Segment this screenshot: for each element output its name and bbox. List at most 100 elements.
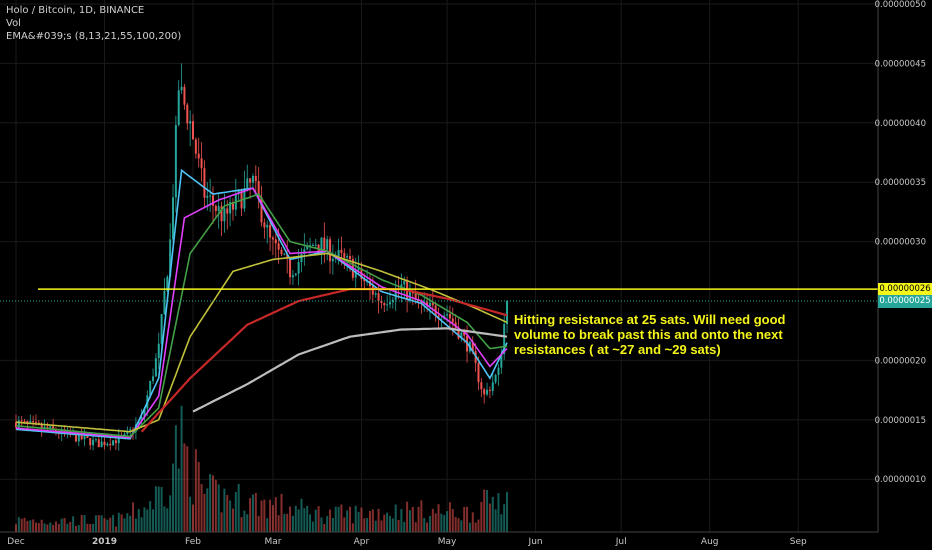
- candle-body: [40, 424, 43, 430]
- volume-bar: [388, 516, 391, 532]
- price-tick-label: 0.00000015: [875, 416, 926, 426]
- candle-body: [137, 421, 140, 425]
- volume-bar: [134, 518, 137, 532]
- volume-bar: [269, 499, 272, 532]
- candle-body: [497, 367, 500, 375]
- volume-bar: [477, 519, 480, 532]
- volume-bar: [374, 520, 377, 532]
- volume-bar: [286, 513, 289, 532]
- time-tick-label: Sep: [790, 537, 807, 547]
- volume-bar: [34, 522, 37, 532]
- volume-bar: [126, 513, 129, 532]
- candle-body: [223, 208, 226, 222]
- candle-body: [74, 433, 77, 442]
- candle-body: [323, 237, 326, 250]
- candle-body: [157, 343, 160, 359]
- candle-body: [251, 175, 254, 183]
- volume-bar: [306, 505, 309, 532]
- candle-body: [249, 178, 252, 183]
- candle-body: [266, 224, 269, 228]
- volume-bar: [94, 515, 97, 532]
- volume-bar: [177, 468, 180, 532]
- volume-bar: [214, 479, 217, 532]
- volume-bar: [497, 493, 500, 532]
- candle-body: [26, 420, 29, 423]
- candle-body: [446, 314, 449, 316]
- candle-body: [340, 249, 343, 253]
- volume-bar: [488, 503, 491, 532]
- candle-body: [103, 441, 106, 446]
- time-tick-label: Aug: [701, 537, 719, 547]
- candle-body: [114, 440, 117, 444]
- volume-bar: [249, 498, 252, 532]
- volume-bar: [349, 506, 352, 532]
- candle-body: [428, 302, 431, 307]
- candle-body: [206, 195, 209, 198]
- ema-legend[interactable]: EMA&#039;s (8,13,21,55,100,200): [6, 31, 182, 42]
- time-tick-label: Apr: [354, 537, 370, 547]
- symbol-title[interactable]: Holo / Bitcoin, 1D, BINANCE: [6, 5, 145, 16]
- candle-body: [331, 258, 334, 262]
- candle-body: [214, 205, 217, 212]
- time-axis[interactable]: Dec 2019 Feb Mar Apr May Jun Jul Aug Sep: [7, 537, 807, 547]
- volume-bar: [69, 521, 72, 532]
- volume-bar: [280, 493, 283, 532]
- candle-body: [186, 104, 189, 124]
- ema-13-line: [15, 187, 508, 439]
- volume-bar: [160, 486, 163, 532]
- candle-body: [92, 439, 95, 446]
- volume-bar: [257, 515, 260, 532]
- candle-body: [386, 304, 389, 306]
- price-axis[interactable]: 0.00000050 0.00000045 0.00000040 0.00000035…: [875, 0, 926, 485]
- candle-body: [52, 426, 55, 430]
- volume-bars: [15, 405, 509, 532]
- volume-bar: [440, 513, 443, 532]
- time-tick-label: May: [438, 537, 457, 547]
- candle-body: [149, 380, 152, 396]
- candle-body: [160, 314, 163, 344]
- volume-bar: [23, 517, 26, 532]
- candle-body: [100, 441, 103, 448]
- candle-body: [471, 341, 474, 352]
- candle-body: [269, 224, 272, 238]
- volume-bar: [406, 501, 409, 532]
- candle-body: [374, 293, 377, 295]
- ema-200-line: [192, 327, 508, 413]
- candle-body: [477, 362, 480, 383]
- candle-body: [403, 281, 406, 285]
- chart-grid: [0, 0, 878, 532]
- volume-bar: [46, 524, 49, 532]
- volume-bar: [237, 483, 240, 532]
- volume-bar: [106, 519, 109, 532]
- volume-bar: [403, 521, 406, 532]
- candle-body: [154, 358, 157, 377]
- volume-bar: [77, 525, 80, 532]
- volume-bar: [346, 510, 349, 532]
- resistance-price-badge: 0.00000026: [878, 282, 932, 296]
- volume-bar: [137, 509, 140, 532]
- volume-bar: [43, 523, 46, 532]
- candle-body: [506, 301, 509, 325]
- volume-bar: [163, 506, 166, 532]
- candle-body: [229, 202, 232, 214]
- volume-bar: [474, 522, 477, 532]
- candle-body: [494, 374, 497, 383]
- candle-body: [388, 302, 391, 305]
- candle-body: [152, 376, 155, 381]
- volume-legend[interactable]: Vol: [6, 18, 21, 29]
- volume-bar: [360, 507, 363, 532]
- volume-bar: [194, 449, 197, 532]
- candle-body: [337, 249, 340, 257]
- candle-body: [346, 256, 349, 258]
- volume-bar: [480, 501, 483, 532]
- volume-bar: [140, 517, 143, 532]
- last-price-badge: 0.00000025: [878, 294, 932, 308]
- volume-bar: [226, 494, 229, 532]
- candle-body: [192, 121, 194, 140]
- candle-body: [203, 168, 206, 198]
- volume-bar: [394, 504, 397, 532]
- volume-bar: [189, 496, 192, 532]
- candle-body: [140, 416, 143, 422]
- volume-bar: [37, 523, 40, 532]
